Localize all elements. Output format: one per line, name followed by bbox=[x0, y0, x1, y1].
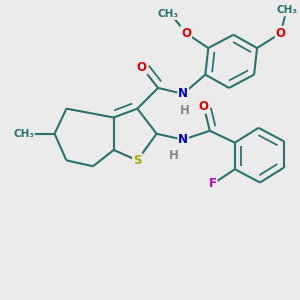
Text: F: F bbox=[209, 178, 217, 190]
Text: O: O bbox=[137, 61, 147, 74]
Text: S: S bbox=[133, 154, 142, 167]
Text: N: N bbox=[178, 87, 188, 100]
Text: CH₃: CH₃ bbox=[13, 129, 34, 139]
Text: O: O bbox=[276, 27, 286, 40]
Text: O: O bbox=[181, 27, 191, 40]
Text: CH₃: CH₃ bbox=[158, 9, 179, 19]
Text: H: H bbox=[180, 103, 190, 117]
Text: O: O bbox=[199, 100, 209, 113]
Text: H: H bbox=[169, 149, 179, 162]
Text: N: N bbox=[178, 133, 188, 146]
Text: CH₃: CH₃ bbox=[276, 5, 297, 16]
